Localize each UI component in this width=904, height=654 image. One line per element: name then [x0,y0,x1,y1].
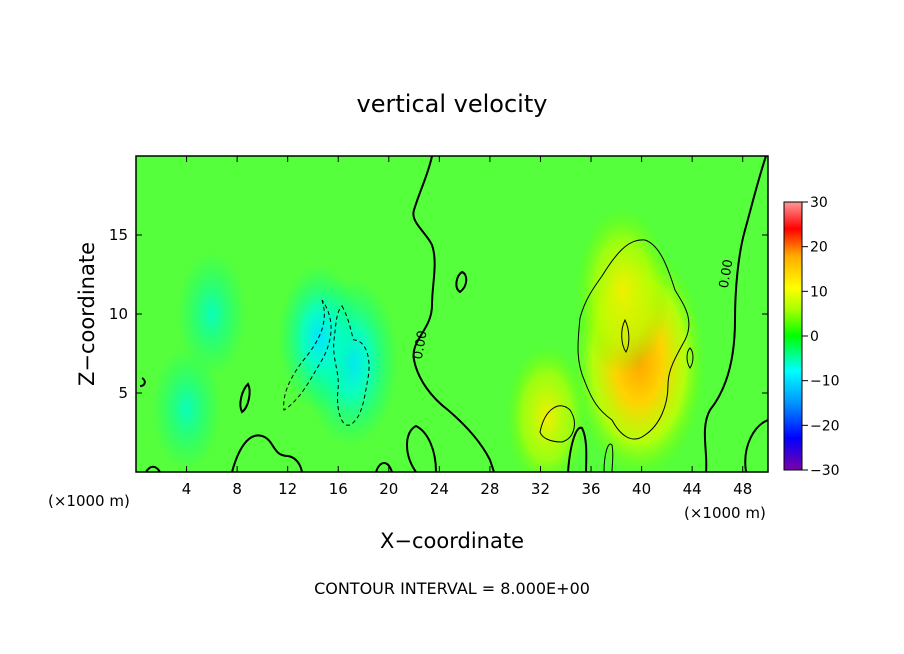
y-axis-ticks: 5 10 15 [109,226,768,402]
chart-title: vertical velocity [357,90,548,118]
x-tick-label: 40 [632,480,651,498]
zero-contour-line [231,434,303,472]
x-axis-label: X−coordinate [380,529,524,553]
zero-contour-line [145,465,161,472]
positive-contour-line [539,405,575,443]
colorbar [783,201,803,471]
x-tick-label: 32 [531,480,550,498]
x-tick-label: 4 [182,480,192,498]
x-unit-left: (×1000 m) [48,492,130,510]
contour-label: 0.00 [717,258,737,289]
x-axis-ticks: 4 8 12 16 20 24 28 32 36 40 44 48 [182,156,752,498]
colorbar-tick-label: 10 [810,284,828,300]
zero-contour-line [567,426,588,472]
positive-contour-line [621,318,630,353]
colorbar-tick-label: 20 [810,240,828,256]
negative-contour-line [283,299,332,411]
downdraft-region [151,346,222,471]
positive-contour-line [686,347,694,369]
downdraft-region [177,252,247,376]
x-tick-label: 8 [232,480,242,498]
zero-contour-line [412,156,495,472]
colorbar-ticks: 30 20 10 0 −10 −20 −30 [802,195,840,479]
contour-interval-note: CONTOUR INTERVAL = 8.000E+00 [314,579,590,598]
zero-contour-line [375,462,393,472]
x-tick-label: 24 [430,480,449,498]
colorbar-tick-label: −20 [810,418,840,434]
negative-contour-line [333,305,370,426]
x-unit-right: (×1000 m) [684,504,766,522]
x-tick-label: 20 [379,480,398,498]
zero-contour-line [139,377,146,387]
downdraft-region [278,264,361,411]
y-tick-label: 5 [118,384,128,402]
colorbar-tick-label: 0 [810,329,819,345]
x-tick-label: 36 [581,480,600,498]
x-tick-label: 28 [480,480,499,498]
plot-area [136,156,768,472]
y-tick-label: 10 [109,305,128,323]
x-tick-label: 12 [278,480,297,498]
updraft-region [575,206,671,375]
x-tick-label: 48 [733,480,752,498]
colorbar-tick-label: 30 [810,195,828,211]
updraft-region [505,343,588,472]
colorbar-tick-label: −10 [810,374,840,390]
zero-contour-line [455,270,468,294]
positive-contour-line [577,239,690,440]
contour-labels: 0.00 0.00 [411,258,737,360]
positive-contour-line [603,443,614,472]
field-features [151,206,706,472]
y-tick-label: 15 [109,226,128,244]
zero-contour-line [744,419,768,472]
y-axis-label: Z−coordinate [75,242,99,386]
zero-contour-line [406,424,437,472]
zero-contour-line [703,156,767,472]
contour-label: 0.00 [411,329,431,360]
colorbar-tick-label: −30 [810,463,840,479]
zero-contour-line [239,382,251,414]
x-tick-label: 16 [329,480,348,498]
x-tick-label: 44 [683,480,702,498]
